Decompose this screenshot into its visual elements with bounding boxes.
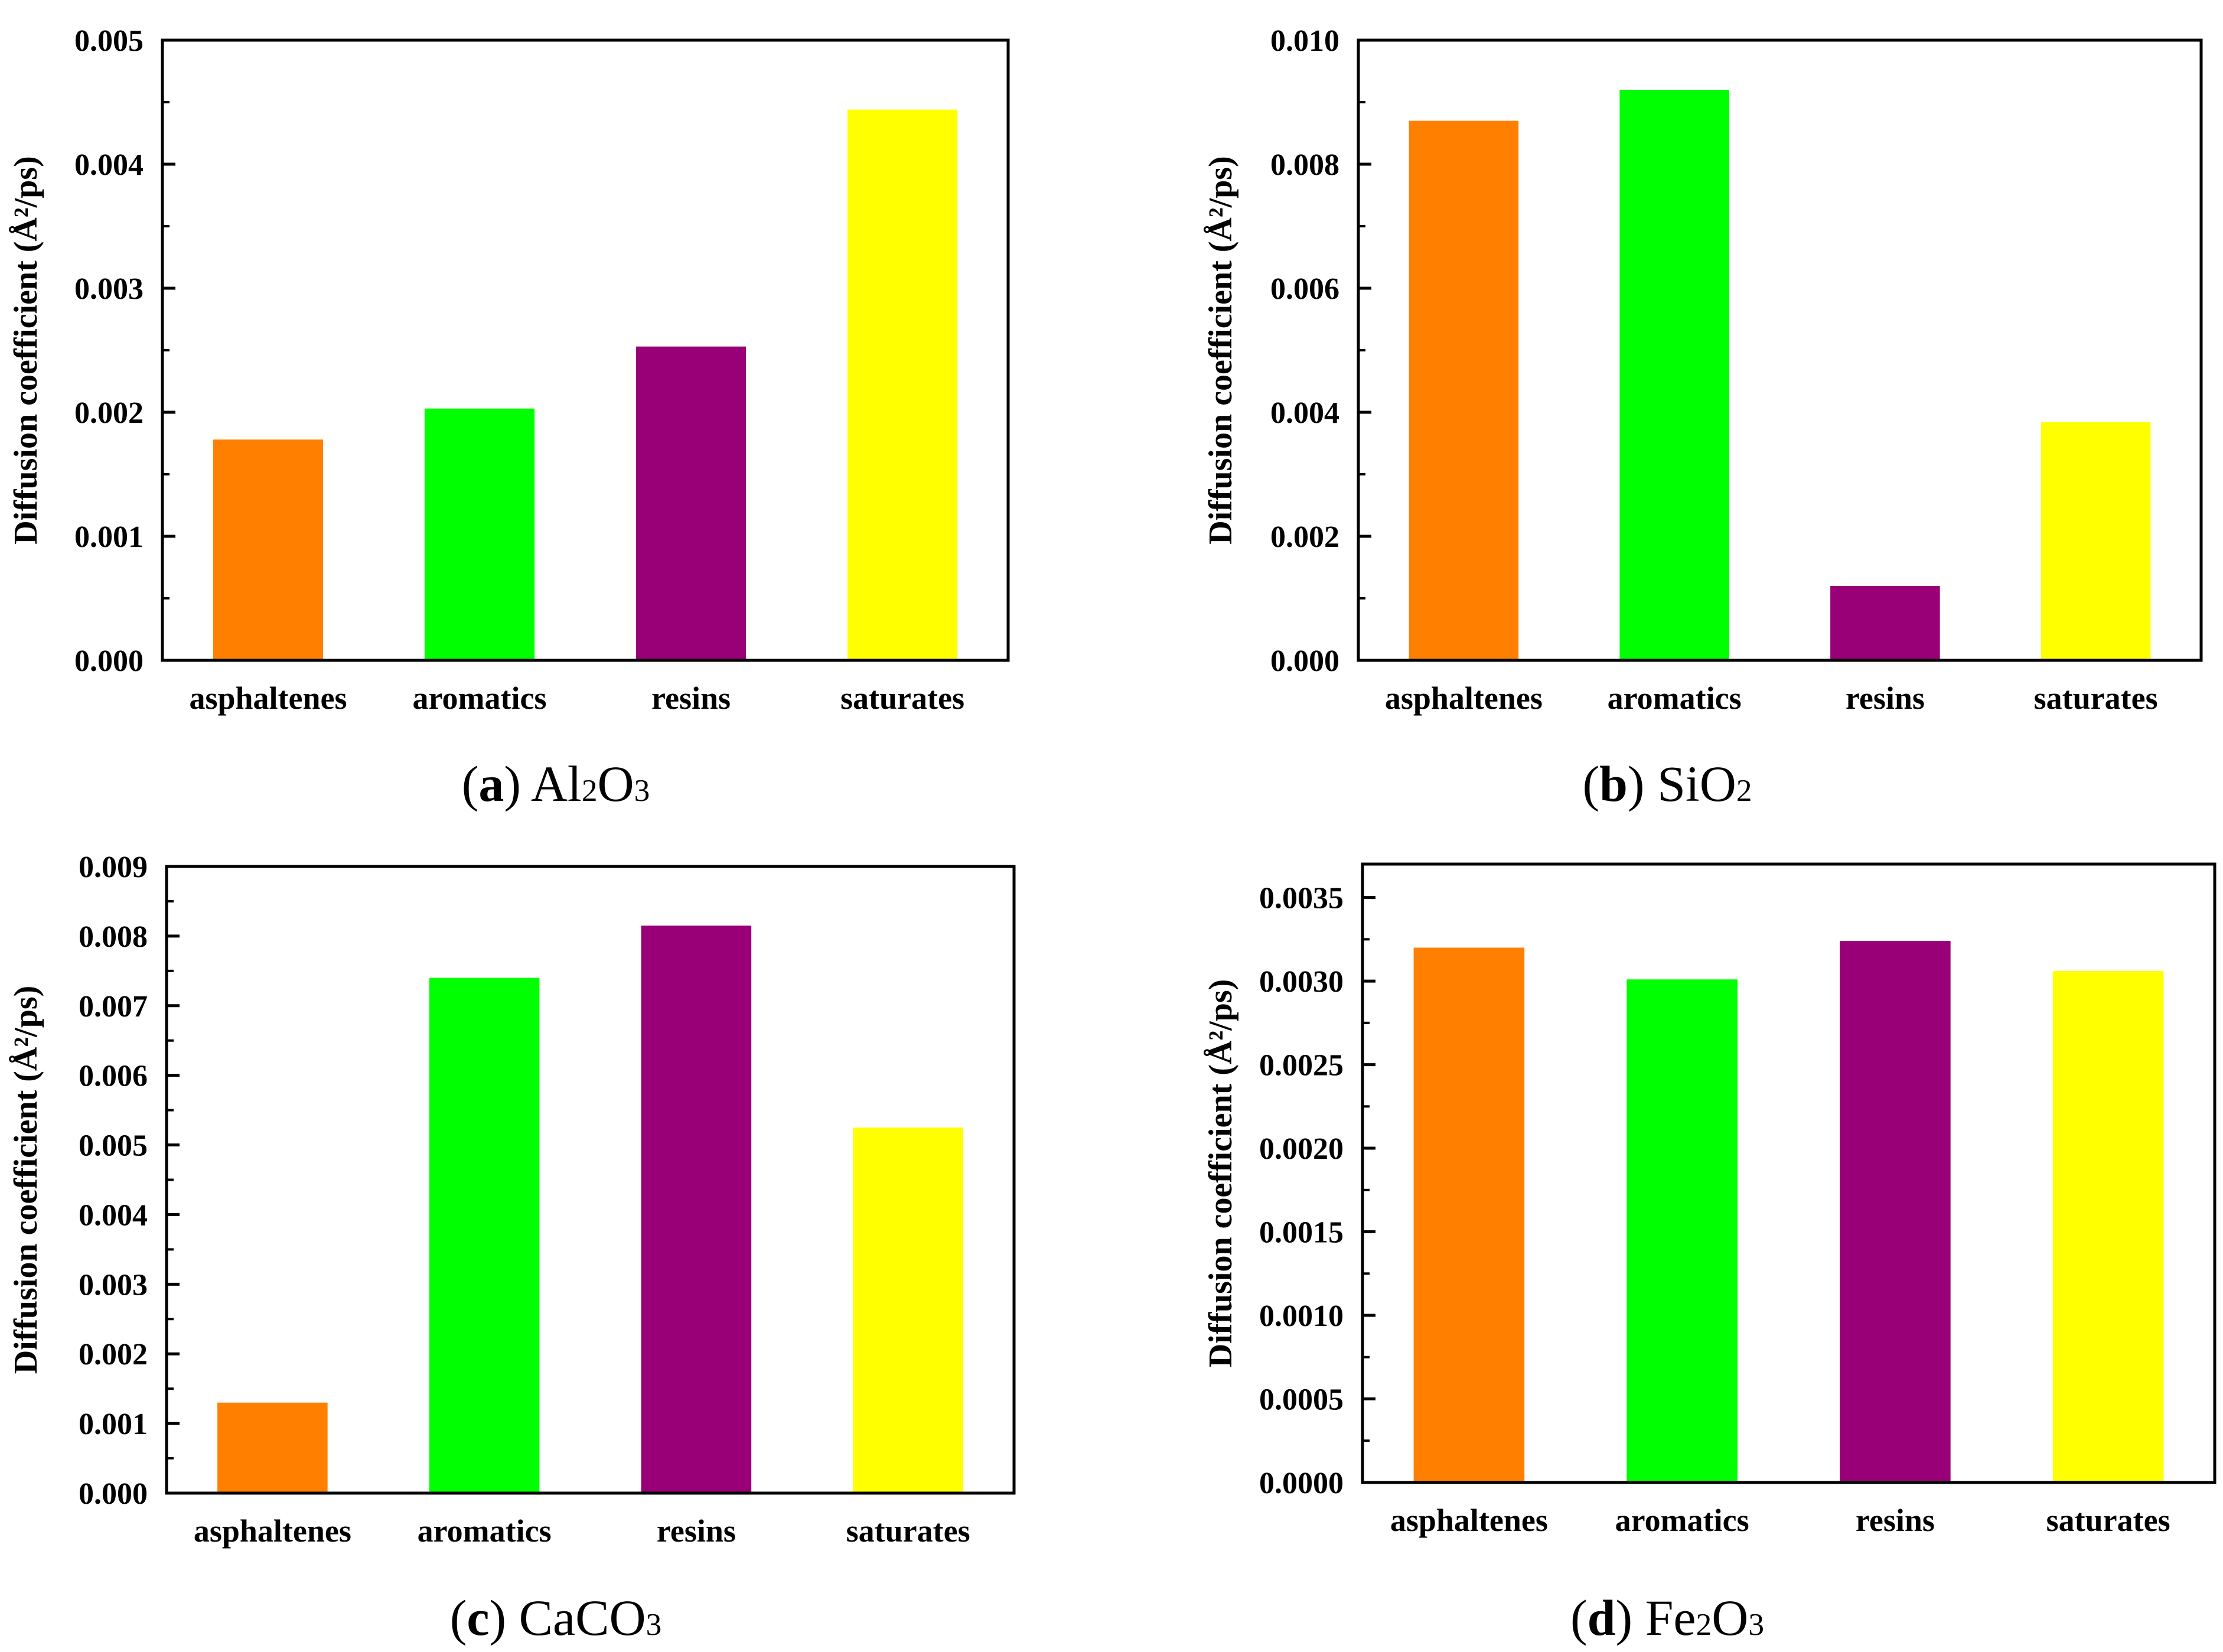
- y-tick-label: 0.006: [1270, 272, 1339, 306]
- x-tick-label: resins: [1856, 1503, 1935, 1538]
- chart-panel-c: asphaltenes aromatics resins saturates 0.000…: [8, 851, 1016, 1549]
- bar-saturates: [847, 109, 958, 661]
- y-tick-label: 0.0010: [1259, 1299, 1344, 1333]
- y-tick-label: 0.0025: [1259, 1049, 1344, 1083]
- caption-a: (a) Al2O3: [461, 755, 650, 812]
- y-tick-label: 0.002: [1270, 520, 1339, 554]
- y-tick-label: 0.0035: [1259, 882, 1344, 915]
- x-tick-label: asphaltenes: [1390, 1503, 1548, 1538]
- y-tick-label: 0.001: [79, 1407, 148, 1441]
- y-tick-label: 0.000: [1270, 644, 1339, 678]
- y-axis-label: Diffusion coefficient (Å²/ps): [8, 156, 44, 545]
- bar-aromatics: [424, 408, 535, 660]
- y-axis-label: Diffusion coefficient (Å²/ps): [8, 986, 44, 1374]
- x-tick-label: saturates: [846, 1513, 970, 1549]
- x-tick-label: resins: [651, 680, 731, 716]
- bar-asphaltenes: [217, 1402, 328, 1493]
- chart-panel-d: asphaltenes aromatics resins saturates 0.000…: [1202, 862, 2217, 1538]
- bar-asphaltenes: [213, 439, 324, 660]
- y-tick-label: 0.007: [79, 990, 148, 1024]
- caption-c: (c) CaCO3: [449, 1589, 662, 1646]
- x-tick-label: aromatics: [418, 1513, 552, 1549]
- y-tick-label: 0.000: [74, 644, 144, 678]
- bar-resins: [1830, 586, 1940, 660]
- bar-aromatics: [1619, 90, 1729, 660]
- x-tick-label: asphaltenes: [194, 1513, 351, 1549]
- y-tick-label: 0.001: [74, 520, 144, 554]
- y-tick-label: 0.010: [1270, 24, 1339, 58]
- x-tick-label: aromatics: [1608, 680, 1742, 716]
- y-tick-label: 0.0020: [1259, 1132, 1344, 1166]
- caption-b: (b) SiO2: [1582, 755, 1752, 812]
- x-tick-label: resins: [1846, 680, 1925, 716]
- bar-resins: [641, 926, 752, 1493]
- y-tick-label: 0.009: [79, 851, 148, 884]
- bar-saturates: [2052, 971, 2164, 1482]
- y-tick-label: 0.003: [79, 1268, 148, 1302]
- y-tick-label: 0.0015: [1259, 1216, 1344, 1250]
- y-tick-label: 0.005: [79, 1129, 148, 1163]
- chart-panel-a: asphaltenes aromatics resins saturates 0.000…: [8, 24, 1010, 716]
- x-tick-label: resins: [657, 1513, 736, 1549]
- y-tick-label: 0.008: [79, 920, 148, 954]
- x-tick-label: saturates: [840, 680, 964, 716]
- bar-asphaltenes: [1413, 947, 1525, 1482]
- x-tick-label: aromatics: [1615, 1503, 1749, 1538]
- bar-aromatics: [1626, 979, 1738, 1482]
- y-tick-label: 0.0000: [1259, 1467, 1344, 1500]
- bar-resins: [635, 346, 747, 660]
- plot-frame: [1361, 862, 2217, 1484]
- bar-resins: [1840, 941, 1951, 1482]
- x-tick-label: asphaltenes: [189, 680, 347, 716]
- y-tick-label: 0.004: [74, 148, 144, 182]
- y-tick-label: 0.004: [1270, 396, 1339, 430]
- bar-asphaltenes: [1409, 120, 1519, 660]
- y-tick-label: 0.002: [79, 1338, 148, 1371]
- y-tick-label: 0.000: [79, 1477, 148, 1511]
- caption-d: (d) Fe2O3: [1570, 1589, 1765, 1646]
- y-tick-label: 0.004: [79, 1198, 148, 1232]
- y-axis-label: Diffusion coefficient (Å²/ps): [1202, 156, 1239, 545]
- x-tick-label: saturates: [2046, 1503, 2170, 1538]
- y-tick-label: 0.002: [74, 396, 144, 430]
- y-tick-label: 0.005: [74, 24, 144, 58]
- y-tick-label: 0.003: [74, 272, 144, 306]
- y-tick-label: 0.0030: [1259, 965, 1344, 999]
- x-tick-label: saturates: [2034, 680, 2158, 716]
- y-axis-label: Diffusion coefficient (Å²/ps): [1202, 979, 1239, 1368]
- bar-saturates: [853, 1128, 963, 1493]
- chart-panel-b: asphaltenes aromatics resins saturates 0.000…: [1202, 24, 2203, 716]
- y-tick-label: 0.006: [79, 1060, 148, 1093]
- y-tick-label: 0.0005: [1259, 1383, 1344, 1417]
- bar-aromatics: [429, 977, 540, 1493]
- x-tick-label: asphaltenes: [1385, 680, 1543, 716]
- x-tick-label: aromatics: [413, 680, 547, 716]
- bar-saturates: [2041, 422, 2151, 660]
- y-tick-label: 0.008: [1270, 148, 1339, 182]
